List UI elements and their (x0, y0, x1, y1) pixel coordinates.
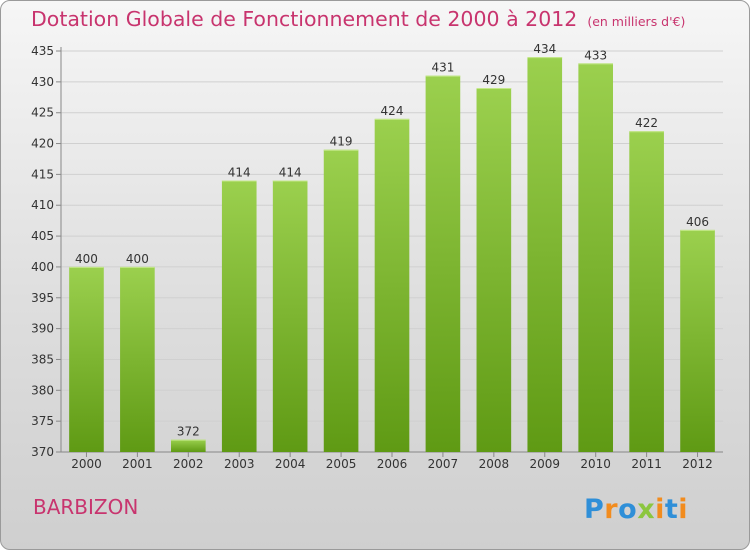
chart-title: Dotation Globale de Fonctionnement de 20… (31, 7, 578, 31)
data-label: 400 (126, 252, 149, 266)
x-tick-label: 2006 (377, 457, 408, 471)
data-label: 400 (75, 252, 98, 266)
data-label: 431 (431, 61, 454, 75)
y-tick-label: 435 (31, 44, 54, 58)
y-tick-label: 410 (31, 198, 54, 212)
data-label: 424 (381, 104, 404, 118)
data-label: 372 (177, 425, 200, 439)
data-label: 406 (686, 215, 709, 229)
y-tick-label: 425 (31, 106, 54, 120)
bar-2003 (221, 180, 257, 453)
data-label: 414 (228, 166, 251, 180)
x-tick-label: 2000 (71, 457, 102, 471)
x-tick-label: 2001 (122, 457, 153, 471)
x-tick-label: 2011 (631, 457, 662, 471)
y-tick-label: 430 (31, 75, 54, 89)
bar-2011 (629, 131, 664, 452)
x-tick-label: 2002 (173, 457, 204, 471)
bar-2006 (374, 118, 410, 452)
chart-title-block: Dotation Globale de Fonctionnement de 20… (31, 7, 685, 31)
x-tick-label: 2003 (224, 457, 255, 471)
data-label: 429 (482, 73, 505, 87)
x-tick-label: 2007 (428, 457, 459, 471)
y-tick-labels: 370 375 380 385 390 395 400 405 410 415 420 425 430 4… (31, 44, 54, 459)
data-labels: 400 400 372 414 414 419 424 431 429 434 433 422 406 (75, 42, 709, 438)
bar-2007 (425, 75, 461, 452)
y-tick-label: 380 (31, 383, 54, 397)
proxiti-logo: Proxiti (584, 487, 694, 527)
x-tick-labels: 2000 2001 2002 2003 2004 2005 2006 2007 2008 2009… (71, 457, 713, 471)
x-tick-label: 2005 (326, 457, 357, 471)
y-tick-label: 415 (31, 167, 54, 181)
data-label: 419 (330, 135, 353, 149)
x-tick-label: 2004 (275, 457, 306, 471)
bar-2002 (170, 439, 206, 452)
y-tick-label: 385 (31, 352, 54, 366)
bar-2012 (680, 229, 715, 452)
bar-2010 (578, 63, 614, 452)
y-tick-label: 375 (31, 414, 54, 428)
y-tick-label: 405 (31, 229, 54, 243)
y-tick-label: 400 (31, 260, 54, 274)
y-tick-label: 390 (31, 322, 54, 336)
chart-subtitle: (en milliers d'€) (587, 14, 686, 29)
place-name: BARBIZON (33, 495, 139, 519)
data-label: 434 (533, 42, 556, 56)
x-tick-label: 2010 (580, 457, 611, 471)
bar-2001 (120, 266, 155, 452)
y-tick-label: 395 (31, 291, 54, 305)
svg-text:Proxiti: Proxiti (584, 494, 688, 525)
data-label: 414 (279, 166, 302, 180)
bar-2008 (476, 88, 512, 452)
proxiti-logo-graphic: Proxiti (584, 494, 688, 525)
bars (69, 57, 715, 453)
x-tick-label: 2008 (479, 457, 510, 471)
x-tick-label: 2009 (529, 457, 560, 471)
bar-2009 (527, 57, 563, 453)
x-tick-label: 2012 (682, 457, 713, 471)
bar-2004 (272, 180, 308, 453)
data-label: 422 (635, 116, 658, 130)
y-tick-label: 370 (31, 445, 54, 459)
data-label: 433 (584, 48, 607, 62)
y-tick-label: 420 (31, 137, 54, 151)
bar-2005 (323, 149, 359, 452)
bar-2000 (69, 266, 104, 452)
